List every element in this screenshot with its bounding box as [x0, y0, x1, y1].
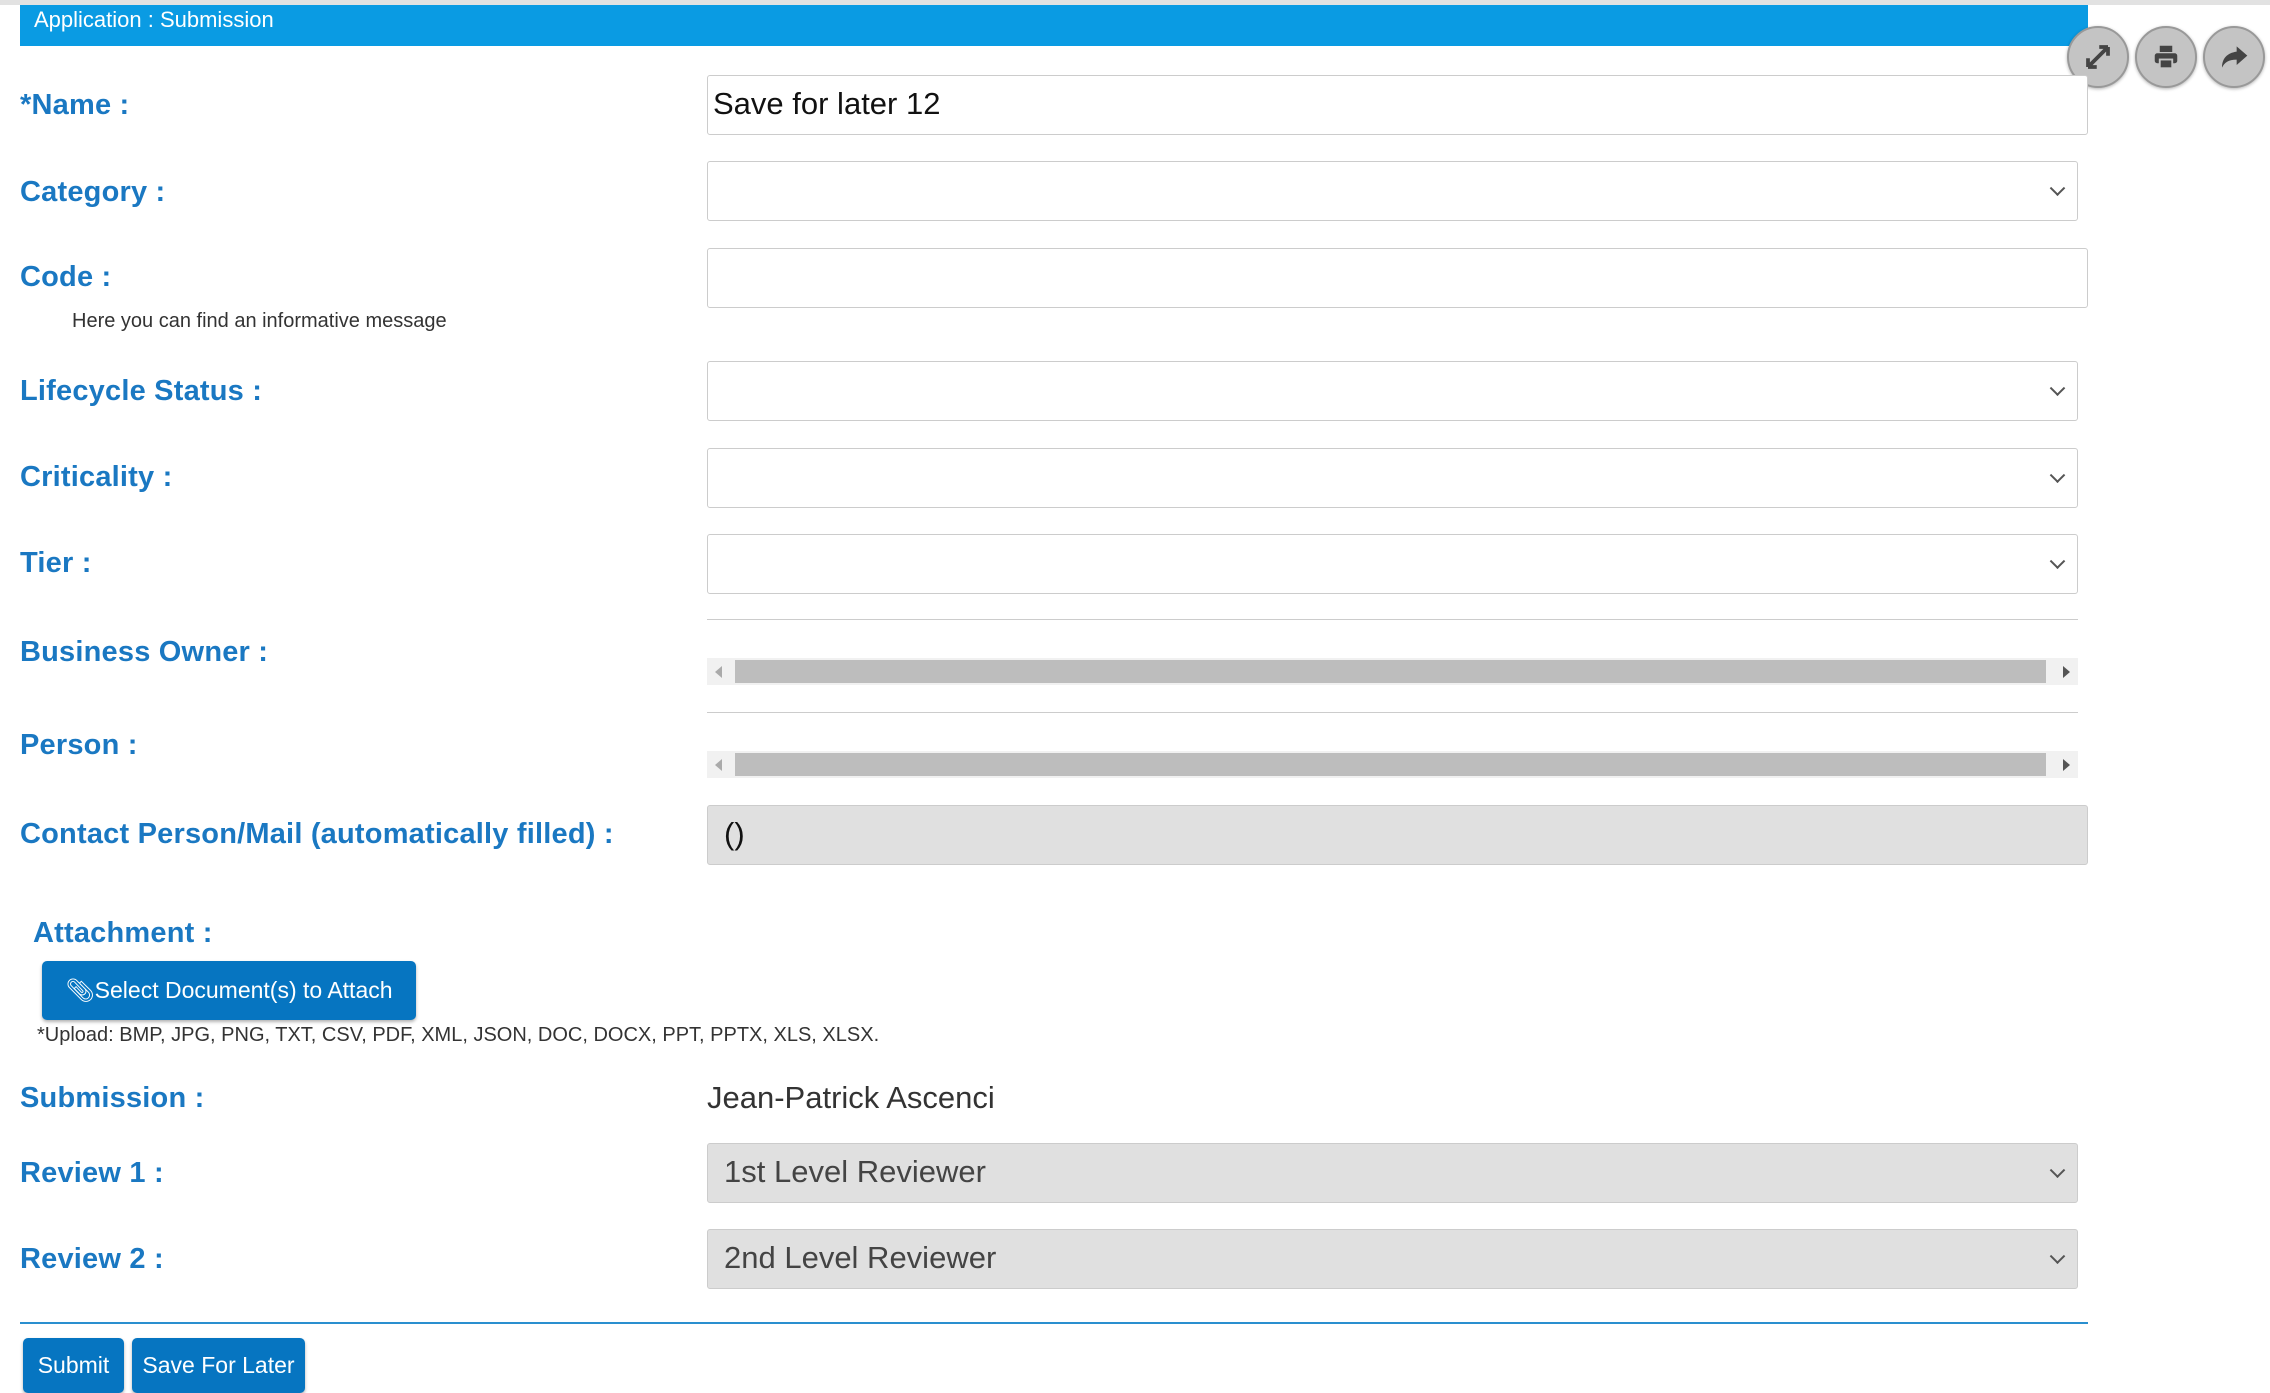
review2-label: Review 2 :: [20, 1243, 164, 1275]
upload-note: *Upload: BMP, JPG, PNG, TXT, CSV, PDF, X…: [37, 1024, 880, 1046]
business-owner-label: Business Owner :: [20, 636, 269, 668]
review1-select[interactable]: 1st Level Reviewer: [707, 1143, 2078, 1203]
contact-field: (): [707, 805, 2088, 865]
share-icon: [2222, 46, 2248, 68]
review2-value: 2nd Level Reviewer: [724, 1240, 997, 1275]
divider: [20, 1322, 2088, 1324]
chevron-down-icon: [2049, 380, 2066, 397]
save-for-later-button[interactable]: Save For Later: [132, 1338, 305, 1393]
print-icon: [2154, 45, 2178, 70]
chevron-down-icon: [2049, 1162, 2066, 1179]
page-header: Application : Submission: [20, 5, 2088, 46]
select-documents-button[interactable]: 📎︎ Select Document(s) to Attach: [42, 961, 416, 1020]
criticality-label: Criticality :: [20, 461, 173, 493]
chevron-down-icon: [2049, 553, 2066, 570]
person-label: Person :: [20, 729, 138, 761]
print-button[interactable]: [2135, 26, 2197, 88]
contact-label: Contact Person/Mail (automatically fille…: [20, 818, 614, 850]
review1-value: 1st Level Reviewer: [724, 1154, 986, 1189]
category-select[interactable]: [707, 161, 2078, 221]
code-input[interactable]: [707, 248, 2088, 308]
name-input[interactable]: Save for later 12: [707, 75, 2088, 135]
paperclip-icon: 📎︎: [65, 977, 95, 1003]
review1-label: Review 1 :: [20, 1157, 164, 1189]
criticality-select[interactable]: [707, 448, 2078, 508]
chevron-down-icon: [2049, 467, 2066, 484]
tier-label: Tier :: [20, 547, 92, 579]
category-label: Category :: [20, 176, 166, 208]
lifecycle-label: Lifecycle Status :: [20, 375, 263, 407]
select-documents-label: Select Document(s) to Attach: [94, 977, 393, 1003]
code-label: Code :: [20, 261, 112, 293]
submission-label: Submission :: [20, 1082, 205, 1114]
submit-button[interactable]: Submit: [23, 1338, 124, 1393]
attachment-label: Attachment :: [33, 917, 213, 949]
code-help-text: Here you can find an informative message: [72, 310, 447, 332]
chevron-down-icon: [2049, 1248, 2066, 1265]
lifecycle-select[interactable]: [707, 361, 2078, 421]
business-owner-scrollbar[interactable]: [707, 658, 2078, 685]
person-field[interactable]: [707, 712, 2078, 713]
submission-value: Jean-Patrick Ascenci: [707, 1080, 995, 1115]
business-owner-field[interactable]: [707, 619, 2078, 620]
share-button[interactable]: [2203, 26, 2265, 88]
chevron-down-icon: [2049, 180, 2066, 197]
name-label: *Name :: [20, 89, 130, 121]
review2-select[interactable]: 2nd Level Reviewer: [707, 1229, 2078, 1289]
expand-icon: [2086, 45, 2110, 69]
person-scrollbar[interactable]: [707, 751, 2078, 778]
tier-select[interactable]: [707, 534, 2078, 594]
